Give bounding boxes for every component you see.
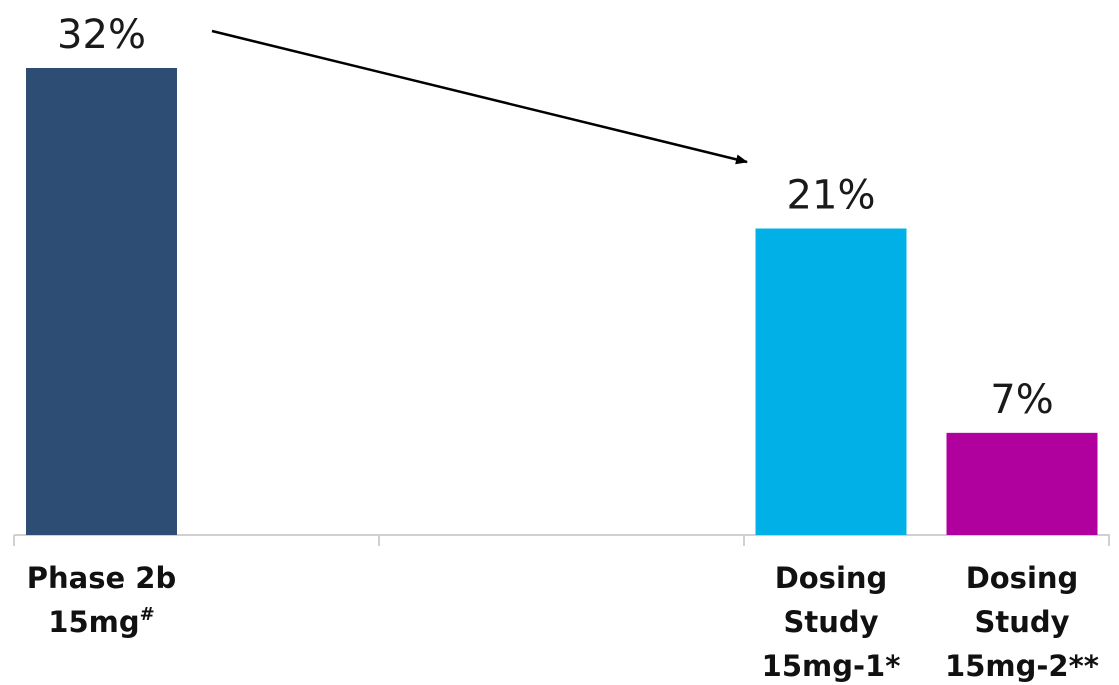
category-label-line: Phase 2b [27, 561, 176, 595]
category-label-line: 15mg# [48, 604, 154, 639]
bar-4 [946, 432, 1098, 535]
category-superscript: # [140, 604, 155, 625]
category-label-line: Study [974, 605, 1069, 639]
category-label-3: Dosing Study 15mg-1* [762, 561, 901, 683]
bars [26, 68, 1098, 535]
category-labels: Phase 2b 15mg# Dosing Study 15mg-1* Dosing Stu… [27, 561, 1099, 683]
value-label-3: 21% [787, 173, 876, 219]
value-label-4: 7% [990, 377, 1053, 423]
bar-3 [755, 228, 907, 535]
value-labels: 32% 21% 7% [57, 12, 1054, 423]
bar-1 [26, 68, 177, 535]
category-label-4: Dosing Study 15mg-2** [945, 561, 1099, 683]
value-label-1: 32% [57, 12, 146, 58]
category-label-line: Dosing [775, 561, 888, 595]
trend-arrow [211, 29, 748, 165]
category-label-line: 15mg-1* [762, 649, 901, 683]
x-axis [13, 534, 1110, 546]
annotations [211, 29, 748, 165]
category-label-line: Dosing [966, 561, 1079, 595]
category-label-line: 15mg-2** [945, 649, 1099, 683]
category-label-1: Phase 2b 15mg# [27, 561, 176, 639]
category-label-line: Study [783, 605, 878, 639]
